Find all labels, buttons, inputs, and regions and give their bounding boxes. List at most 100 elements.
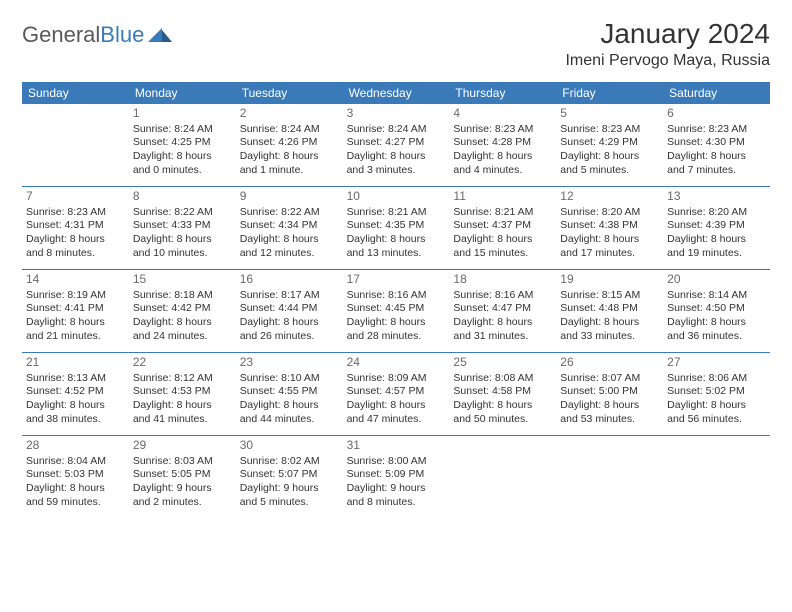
calendar-cell: 26Sunrise: 8:07 AMSunset: 5:00 PMDayligh… (556, 353, 663, 435)
sunset-text: Sunset: 4:34 PM (240, 219, 339, 233)
calendar-cell: 10Sunrise: 8:21 AMSunset: 4:35 PMDayligh… (343, 187, 450, 269)
sunset-text: Sunset: 4:33 PM (133, 219, 232, 233)
calendar-cell (449, 436, 556, 518)
sunset-text: Sunset: 4:26 PM (240, 136, 339, 150)
daylight-line1: Daylight: 8 hours (453, 399, 552, 413)
day-header: Wednesday (343, 82, 450, 104)
day-number: 9 (240, 189, 339, 205)
sunrise-text: Sunrise: 8:23 AM (667, 123, 766, 137)
sunrise-text: Sunrise: 8:14 AM (667, 289, 766, 303)
calendar-cell: 8Sunrise: 8:22 AMSunset: 4:33 PMDaylight… (129, 187, 236, 269)
daylight-line2: and 7 minutes. (667, 164, 766, 178)
sunrise-text: Sunrise: 8:19 AM (26, 289, 125, 303)
day-number: 22 (133, 355, 232, 371)
day-number: 11 (453, 189, 552, 205)
calendar-cell: 12Sunrise: 8:20 AMSunset: 4:38 PMDayligh… (556, 187, 663, 269)
daylight-line2: and 10 minutes. (133, 247, 232, 261)
calendar-cell: 20Sunrise: 8:14 AMSunset: 4:50 PMDayligh… (663, 270, 770, 352)
sunset-text: Sunset: 5:02 PM (667, 385, 766, 399)
day-number: 28 (26, 438, 125, 454)
calendar-cell: 2Sunrise: 8:24 AMSunset: 4:26 PMDaylight… (236, 104, 343, 186)
sunset-text: Sunset: 4:42 PM (133, 302, 232, 316)
calendar-cell: 13Sunrise: 8:20 AMSunset: 4:39 PMDayligh… (663, 187, 770, 269)
day-number: 19 (560, 272, 659, 288)
daylight-line2: and 28 minutes. (347, 330, 446, 344)
day-number: 23 (240, 355, 339, 371)
day-headers-row: Sunday Monday Tuesday Wednesday Thursday… (22, 82, 770, 104)
sunset-text: Sunset: 4:48 PM (560, 302, 659, 316)
calendar-cell: 14Sunrise: 8:19 AMSunset: 4:41 PMDayligh… (22, 270, 129, 352)
day-number: 30 (240, 438, 339, 454)
daylight-line1: Daylight: 8 hours (26, 316, 125, 330)
sunrise-text: Sunrise: 8:24 AM (347, 123, 446, 137)
daylight-line2: and 31 minutes. (453, 330, 552, 344)
calendar-cell: 5Sunrise: 8:23 AMSunset: 4:29 PMDaylight… (556, 104, 663, 186)
calendar-cell: 3Sunrise: 8:24 AMSunset: 4:27 PMDaylight… (343, 104, 450, 186)
day-header: Friday (556, 82, 663, 104)
calendar-cell: 17Sunrise: 8:16 AMSunset: 4:45 PMDayligh… (343, 270, 450, 352)
daylight-line2: and 1 minute. (240, 164, 339, 178)
daylight-line1: Daylight: 8 hours (133, 399, 232, 413)
sunrise-text: Sunrise: 8:18 AM (133, 289, 232, 303)
daylight-line2: and 53 minutes. (560, 413, 659, 427)
day-number: 15 (133, 272, 232, 288)
day-number: 20 (667, 272, 766, 288)
sunset-text: Sunset: 4:29 PM (560, 136, 659, 150)
day-number: 13 (667, 189, 766, 205)
calendar-cell: 4Sunrise: 8:23 AMSunset: 4:28 PMDaylight… (449, 104, 556, 186)
sunrise-text: Sunrise: 8:07 AM (560, 372, 659, 386)
calendar-cell: 15Sunrise: 8:18 AMSunset: 4:42 PMDayligh… (129, 270, 236, 352)
calendar-cell: 27Sunrise: 8:06 AMSunset: 5:02 PMDayligh… (663, 353, 770, 435)
daylight-line2: and 8 minutes. (347, 496, 446, 510)
calendar-cell: 19Sunrise: 8:15 AMSunset: 4:48 PMDayligh… (556, 270, 663, 352)
daylight-line2: and 19 minutes. (667, 247, 766, 261)
month-title: January 2024 (565, 18, 770, 50)
day-number: 29 (133, 438, 232, 454)
calendar-cell (22, 104, 129, 186)
sunset-text: Sunset: 4:44 PM (240, 302, 339, 316)
daylight-line1: Daylight: 8 hours (347, 233, 446, 247)
weeks-container: 1Sunrise: 8:24 AMSunset: 4:25 PMDaylight… (22, 104, 770, 518)
daylight-line2: and 59 minutes. (26, 496, 125, 510)
sunset-text: Sunset: 5:07 PM (240, 468, 339, 482)
calendar-cell: 22Sunrise: 8:12 AMSunset: 4:53 PMDayligh… (129, 353, 236, 435)
daylight-line2: and 8 minutes. (26, 247, 125, 261)
sunset-text: Sunset: 4:37 PM (453, 219, 552, 233)
daylight-line2: and 12 minutes. (240, 247, 339, 261)
sunset-text: Sunset: 4:58 PM (453, 385, 552, 399)
calendar-cell: 30Sunrise: 8:02 AMSunset: 5:07 PMDayligh… (236, 436, 343, 518)
daylight-line2: and 4 minutes. (453, 164, 552, 178)
daylight-line1: Daylight: 8 hours (347, 150, 446, 164)
calendar-cell (556, 436, 663, 518)
week-row: 1Sunrise: 8:24 AMSunset: 4:25 PMDaylight… (22, 104, 770, 187)
calendar-cell (663, 436, 770, 518)
daylight-line2: and 5 minutes. (240, 496, 339, 510)
day-number: 7 (26, 189, 125, 205)
daylight-line2: and 0 minutes. (133, 164, 232, 178)
logo: GeneralBlue (22, 18, 172, 48)
daylight-line1: Daylight: 8 hours (347, 399, 446, 413)
sunrise-text: Sunrise: 8:22 AM (240, 206, 339, 220)
sunrise-text: Sunrise: 8:12 AM (133, 372, 232, 386)
calendar-cell: 25Sunrise: 8:08 AMSunset: 4:58 PMDayligh… (449, 353, 556, 435)
daylight-line2: and 36 minutes. (667, 330, 766, 344)
daylight-line2: and 50 minutes. (453, 413, 552, 427)
sunset-text: Sunset: 4:47 PM (453, 302, 552, 316)
day-header: Sunday (22, 82, 129, 104)
sunrise-text: Sunrise: 8:03 AM (133, 455, 232, 469)
sunrise-text: Sunrise: 8:21 AM (453, 206, 552, 220)
daylight-line1: Daylight: 9 hours (240, 482, 339, 496)
location: Imeni Pervogo Maya, Russia (565, 52, 770, 70)
sunset-text: Sunset: 4:27 PM (347, 136, 446, 150)
daylight-line1: Daylight: 8 hours (560, 150, 659, 164)
day-number: 16 (240, 272, 339, 288)
sunset-text: Sunset: 4:39 PM (667, 219, 766, 233)
day-header: Thursday (449, 82, 556, 104)
daylight-line1: Daylight: 8 hours (133, 150, 232, 164)
daylight-line1: Daylight: 8 hours (453, 316, 552, 330)
sunset-text: Sunset: 4:55 PM (240, 385, 339, 399)
day-number: 27 (667, 355, 766, 371)
logo-word1: General (22, 22, 100, 47)
calendar-cell: 18Sunrise: 8:16 AMSunset: 4:47 PMDayligh… (449, 270, 556, 352)
daylight-line2: and 38 minutes. (26, 413, 125, 427)
